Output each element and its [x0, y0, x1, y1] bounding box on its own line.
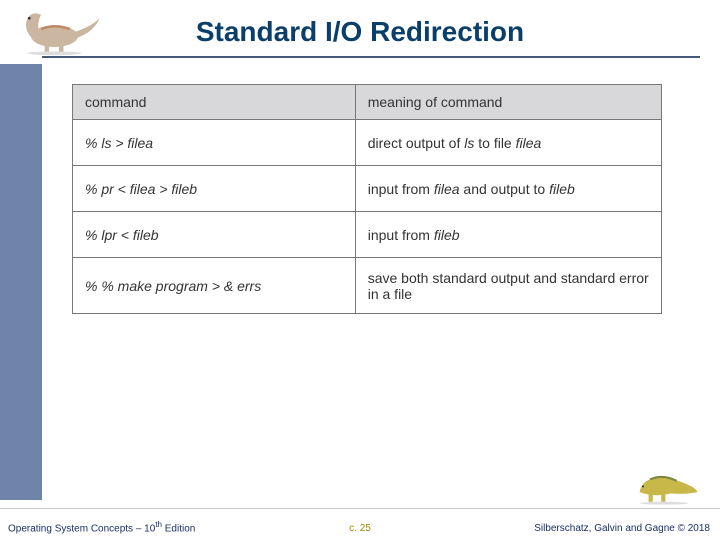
text: input from [368, 181, 434, 197]
cell-command: % lpr < fileb [73, 212, 356, 258]
table-header-row: command meaning of command [73, 85, 662, 120]
table-row: % % make program > & errs save both stan… [73, 258, 662, 314]
text: filea [516, 135, 542, 151]
cell-command: % ls > filea [73, 120, 356, 166]
text: input from [368, 227, 434, 243]
cell-meaning: save both standard output and standard e… [355, 258, 661, 314]
col-header-meaning: meaning of command [355, 85, 661, 120]
table: command meaning of command % ls > filea … [72, 84, 662, 314]
text: fileb [434, 227, 460, 243]
table-row: % pr < filea > fileb input from filea an… [73, 166, 662, 212]
cell-command: % % make program > & errs [73, 258, 356, 314]
col-header-command: command [73, 85, 356, 120]
text: direct output of [368, 135, 465, 151]
text: ls [464, 135, 474, 151]
cell-meaning: input from filea and output to fileb [355, 166, 661, 212]
left-accent-strip [0, 64, 42, 500]
table-row: % ls > filea direct output of ls to file… [73, 120, 662, 166]
text: and output to [460, 181, 550, 197]
text: fileb [549, 181, 575, 197]
footer: Operating System Concepts – 10th Edition… [0, 508, 720, 540]
cell-command: % pr < filea > fileb [73, 166, 356, 212]
title-underline [42, 56, 700, 58]
text: to file [474, 135, 515, 151]
slide: Standard I/O Redirection command meaning… [0, 0, 720, 540]
table-row: % lpr < fileb input from fileb [73, 212, 662, 258]
text: filea [434, 181, 460, 197]
dinosaur-bottom-icon [628, 464, 700, 506]
cell-meaning: input from fileb [355, 212, 661, 258]
io-redirection-table: command meaning of command % ls > filea … [72, 84, 662, 314]
cell-meaning: direct output of ls to file filea [355, 120, 661, 166]
footer-right: Silberschatz, Galvin and Gagne © 2018 [534, 523, 710, 534]
slide-title: Standard I/O Redirection [0, 16, 720, 48]
